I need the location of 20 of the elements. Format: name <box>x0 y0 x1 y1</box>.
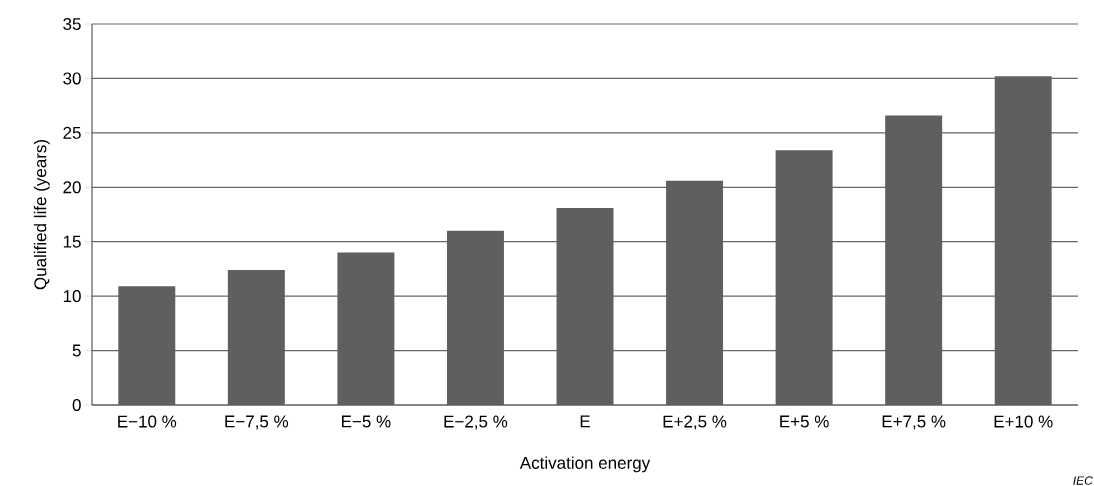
x-tick-label: E+7,5 % <box>882 415 946 430</box>
x-tick-label: E <box>580 415 590 428</box>
y-tick-label: 30 <box>63 72 81 85</box>
x-tick-label: E−10 % <box>118 415 177 428</box>
y-tick-label: 20 <box>63 181 81 194</box>
x-tick-label: E−2,5 % <box>444 415 508 430</box>
x-tick-label: E−7,5 % <box>225 415 289 430</box>
x-tick-label: E+5 % <box>780 415 829 428</box>
x-tick-label: E−5 % <box>342 415 391 428</box>
x-tick-label: E+10 % <box>994 415 1053 428</box>
y-tick-label: 25 <box>63 126 81 139</box>
y-tick-label: 35 <box>63 17 81 31</box>
y-axis-title: Qualified life (years) <box>33 140 50 290</box>
x-tick-label: E+2,5 % <box>663 415 727 430</box>
y-tick-label: 10 <box>63 290 81 303</box>
text: IEC <box>1073 476 1093 485</box>
x-axis-title: Activation energy <box>519 456 651 473</box>
y-tick-label: 15 <box>63 235 81 248</box>
y-tick-label: 0 <box>72 398 81 412</box>
y-tick-label: 5 <box>72 344 81 357</box>
